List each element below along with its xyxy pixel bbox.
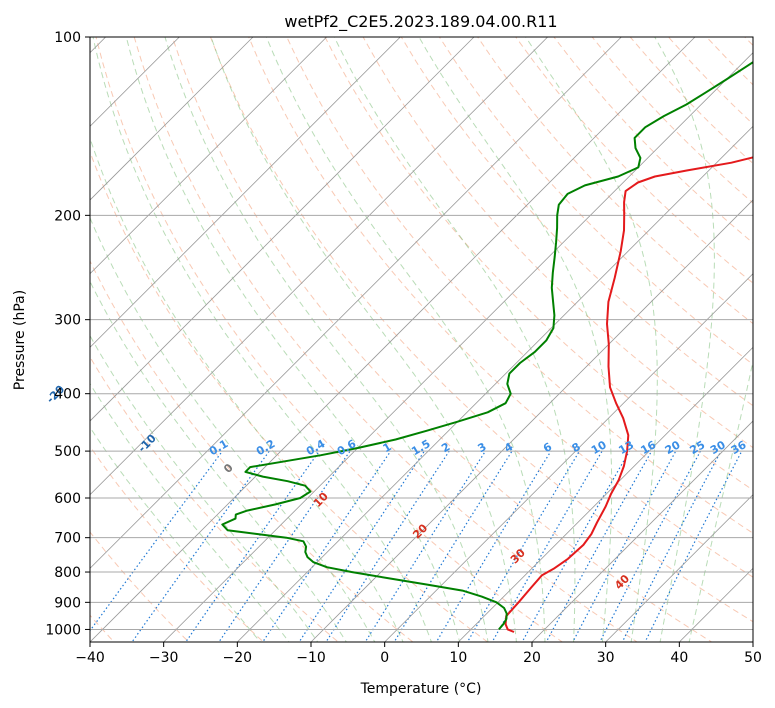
y-tick-label: 400 bbox=[54, 387, 81, 403]
isotherm-gridline bbox=[90, 37, 475, 422]
moist-adiabat bbox=[265, 37, 546, 642]
y-tick-label: 200 bbox=[54, 208, 81, 224]
x-tick-label: 0 bbox=[380, 650, 389, 666]
chart-title: wetPf2_C2E5.2023.189.04.00.R11 bbox=[284, 12, 557, 32]
y-tick-label: 700 bbox=[54, 531, 81, 547]
isotherm-gridline bbox=[237, 125, 753, 642]
y-tick-label: 800 bbox=[54, 565, 81, 581]
plot-background bbox=[90, 37, 753, 642]
dry-adiabat bbox=[171, 37, 713, 642]
gridlines bbox=[90, 37, 753, 642]
moist-adiabat bbox=[418, 37, 613, 642]
x-tick-label: 30 bbox=[597, 650, 615, 666]
dry-adiabat bbox=[90, 259, 414, 642]
dry-adiabat bbox=[133, 37, 638, 642]
temperature-line bbox=[504, 156, 753, 633]
x-tick-label: 10 bbox=[449, 650, 467, 666]
isotherm-gridline bbox=[90, 37, 622, 569]
isotherm-gridline bbox=[90, 37, 696, 642]
isotherm-gridline bbox=[310, 199, 753, 642]
dry-adiabat bbox=[756, 10, 775, 654]
x-tick-label: 20 bbox=[523, 650, 541, 666]
dry-adiabat bbox=[362, 37, 753, 449]
moist-adiabat bbox=[90, 334, 319, 642]
moist-adiabat bbox=[333, 37, 576, 642]
dry-adiabat bbox=[90, 356, 339, 642]
isotherm-gridline bbox=[458, 346, 753, 642]
x-tick-label: −40 bbox=[75, 650, 105, 666]
x-tick-label: −30 bbox=[149, 650, 179, 666]
isotherm-gridline bbox=[531, 420, 753, 642]
dry-adiabat bbox=[515, 37, 753, 284]
isotherm-gridline bbox=[90, 37, 548, 496]
dry-adiabat bbox=[90, 445, 265, 642]
dry-adiabat bbox=[90, 531, 190, 642]
dry-adiabat bbox=[248, 37, 753, 578]
x-tick-label: −10 bbox=[296, 650, 326, 666]
y-tick-label: 500 bbox=[54, 444, 81, 460]
dry-adiabat bbox=[324, 37, 753, 491]
y-axis-label: Pressure (hPa) bbox=[12, 290, 28, 390]
moist-adiabat bbox=[654, 37, 715, 642]
isotherm-gridline bbox=[384, 273, 753, 642]
x-tick-label: −20 bbox=[223, 650, 253, 666]
axes: −40 −30 −20 −10 0 10 20 30 40 50 1000 900 800 700 600 5… bbox=[45, 30, 762, 666]
y-tick-label: 900 bbox=[54, 595, 81, 611]
y-tick-label: 1000 bbox=[45, 622, 81, 638]
isotherm-gridline bbox=[752, 641, 753, 642]
y-tick-label: 300 bbox=[54, 313, 81, 329]
x-axis-label: Temperature (°C) bbox=[360, 681, 482, 697]
y-tick-label: 100 bbox=[54, 30, 81, 46]
profile-series bbox=[221, 60, 753, 633]
dry-adiabat bbox=[90, 150, 489, 642]
plot-frame bbox=[89, 36, 754, 643]
isotherm-gridline bbox=[90, 37, 327, 275]
isotherm-gridline bbox=[90, 37, 254, 201]
moist-adiabat bbox=[92, 37, 432, 642]
y-tick-label: 600 bbox=[54, 491, 81, 507]
x-tick-label: 50 bbox=[744, 650, 762, 666]
isotherm-gridline bbox=[605, 494, 753, 642]
x-tick-label: 40 bbox=[670, 650, 688, 666]
dry-adiabat bbox=[209, 37, 753, 623]
isotherm-gridline bbox=[163, 52, 753, 642]
isotherm-gridline bbox=[90, 37, 401, 348]
dewpoint-line bbox=[221, 60, 753, 631]
dry-adiabat bbox=[95, 37, 564, 642]
